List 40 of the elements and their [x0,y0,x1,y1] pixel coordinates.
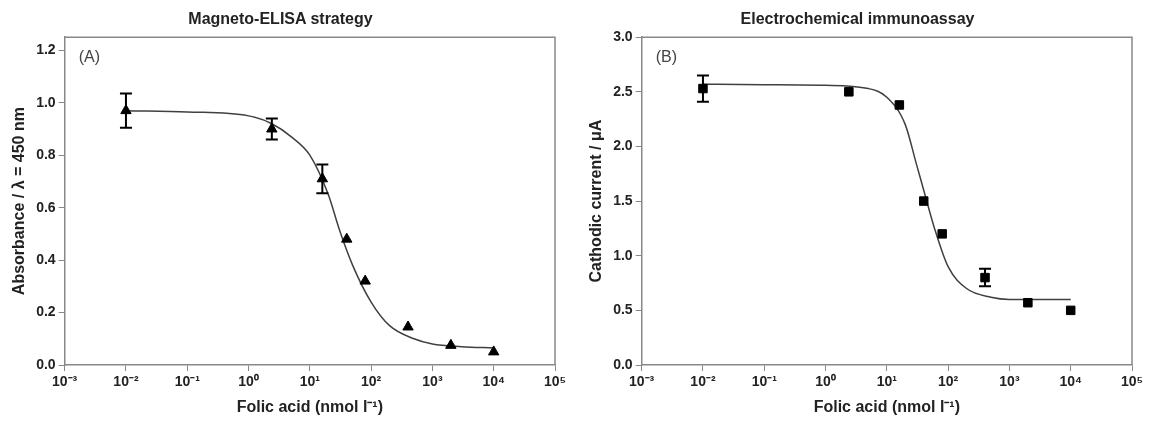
y-tick-label: 1.2 [36,41,56,58]
x-tick-label: 10⁴ [1059,373,1083,390]
chart-title: Magneto-ELISA strategy [188,10,373,28]
x-tick-label: 10⁻¹ [174,373,201,390]
y-axis-title: Absorbance / λ = 450 nm [10,107,28,296]
annotation: (B) [655,47,677,65]
y-tick-label: 2.0 [613,137,633,154]
x-tick-label: 10⁻² [113,373,139,390]
x-tick-label: 10⁵ [543,373,567,390]
y-tick-label: 0.0 [613,355,633,372]
x-tick-label: 10⁻³ [629,373,655,390]
x-tick-label: 10⁻¹ [751,373,778,390]
y-tick-label: 0.0 [36,355,56,372]
x-axis-title: Folic acid (nmol l⁻¹) [236,397,383,415]
y-tick-label: 3.0 [613,28,633,45]
y-tick-label: 1.0 [613,246,633,263]
x-tick-label: 10² [938,373,959,390]
y-tick-label: 1.0 [36,93,56,110]
x-tick-label: 10³ [422,373,443,390]
x-tick-label: 10³ [999,373,1020,390]
x-tick-label: 10⁴ [482,373,506,390]
annotation: (A) [78,47,100,65]
y-axis-title: Cathodic current / μA [587,119,605,283]
x-tick-label: 10⁻³ [52,373,78,390]
y-tick-label: 0.8 [36,146,56,163]
y-tick-label: 0.6 [36,198,56,215]
x-tick-label: 10¹ [299,373,321,390]
chart-title: Electrochemical immunoassay [740,10,975,28]
x-tick-label: 10² [361,373,382,390]
x-axis-title: Folic acid (nmol l⁻¹) [813,397,960,415]
y-tick-label: 0.2 [36,303,56,320]
x-tick-label: 10⁰ [238,373,259,390]
y-tick-label: 2.5 [613,82,633,99]
x-tick-label: 10¹ [876,373,898,390]
y-tick-label: 0.4 [36,250,56,267]
y-tick-label: 0.5 [613,301,633,318]
x-tick-label: 10⁵ [1120,373,1144,390]
x-tick-label: 10⁰ [815,373,836,390]
y-tick-label: 1.5 [613,191,633,208]
x-tick-label: 10⁻² [690,373,716,390]
